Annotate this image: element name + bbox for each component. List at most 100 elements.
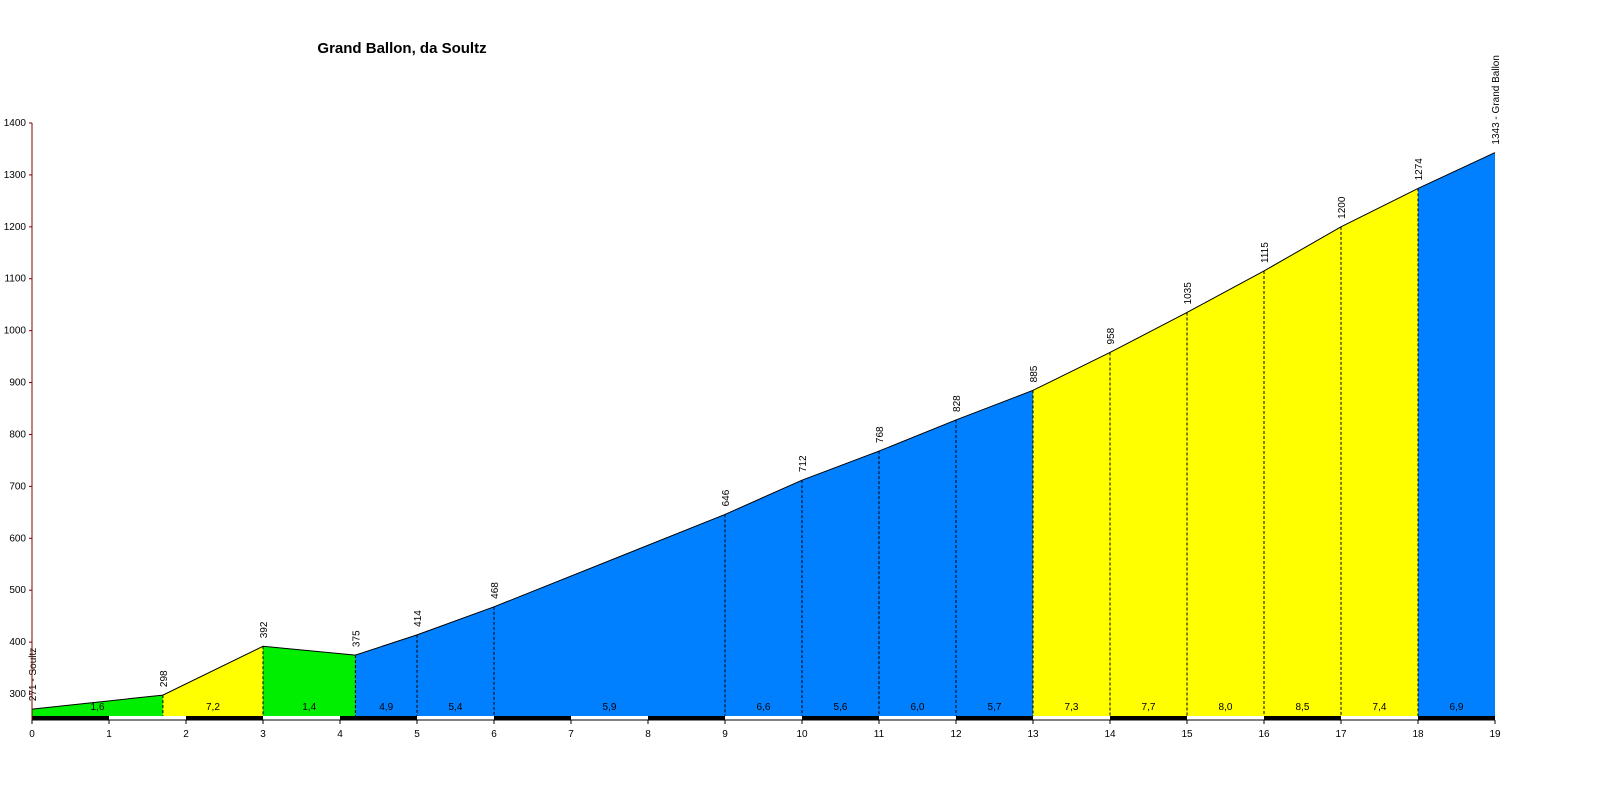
x-tick-label: 17 [1335, 729, 1347, 740]
grade-label: 7,2 [206, 702, 220, 713]
y-tick-label: 700 [9, 481, 26, 492]
profile-segment [725, 480, 802, 720]
x-tick-label: 12 [950, 729, 962, 740]
elevation-label: 958 [1106, 327, 1117, 344]
km-stripe [725, 716, 802, 720]
grade-label: 1,6 [90, 702, 104, 713]
x-tick-label: 8 [645, 729, 651, 740]
km-stripe [263, 716, 340, 720]
profile-segment [263, 646, 356, 720]
km-stripe [32, 716, 109, 720]
profile-line [31, 152, 1496, 710]
km-stripe [1187, 716, 1264, 720]
elevation-label: 828 [952, 395, 963, 412]
y-tick-label: 1100 [4, 274, 26, 285]
grade-label: 1,4 [302, 702, 316, 713]
elevation-label: 712 [798, 455, 809, 472]
elevation-label: 646 [721, 489, 732, 506]
y-tick-label: 1200 [4, 222, 27, 233]
km-stripe [1418, 716, 1495, 720]
elevation-label: 768 [875, 426, 886, 443]
profile-segment [879, 419, 956, 720]
elevation-label: 1274 [1414, 158, 1425, 181]
profile-segment [1033, 352, 1110, 720]
x-tick-label: 14 [1104, 729, 1116, 740]
profile-segment [1110, 312, 1187, 720]
profile-segment [802, 451, 879, 720]
elevation-label: 1115 [1260, 242, 1271, 263]
km-stripe [648, 716, 725, 720]
profile-segment [355, 634, 417, 720]
elevation-label: 375 [351, 630, 362, 647]
km-stripe [417, 716, 494, 720]
y-tick-label: 500 [9, 585, 26, 596]
x-tick-label: 9 [722, 729, 728, 740]
elevation-label: 271 - Soultz [28, 648, 39, 701]
grade-label: 6,6 [757, 702, 771, 713]
grade-label: 5,4 [449, 702, 463, 713]
grade-label: 7,7 [1142, 702, 1156, 713]
profile-segment [417, 606, 494, 720]
y-tick-label: 600 [9, 533, 26, 544]
km-stripe [109, 716, 186, 720]
grade-label: 6,9 [1450, 702, 1464, 713]
elevation-label: 414 [413, 610, 424, 627]
x-tick-label: 1 [106, 729, 112, 740]
y-tick-label: 900 [9, 378, 26, 389]
y-tick-label: 1000 [4, 326, 27, 337]
grade-label: 8,5 [1296, 702, 1310, 713]
y-tick-label: 1400 [4, 118, 27, 129]
grade-label: 7,4 [1373, 702, 1387, 713]
x-tick-label: 16 [1258, 729, 1270, 740]
profile-segment [956, 390, 1033, 720]
grade-label: 5,6 [834, 702, 848, 713]
km-stripe [340, 716, 417, 720]
grade-label: 5,7 [988, 702, 1002, 713]
km-stripe [186, 716, 263, 720]
x-tick-label: 15 [1181, 729, 1193, 740]
x-tick-label: 6 [491, 729, 497, 740]
profile-segment [1264, 226, 1341, 720]
km-stripe [1264, 716, 1341, 720]
x-tick-label: 4 [337, 729, 343, 740]
grade-label: 7,3 [1065, 702, 1079, 713]
grade-label: 4,9 [379, 702, 393, 713]
x-tick-label: 2 [183, 729, 189, 740]
profile-segment [1341, 188, 1418, 721]
grade-label: 8,0 [1219, 702, 1233, 713]
km-stripe [571, 716, 648, 720]
profile-segment [1418, 152, 1495, 720]
km-stripe [956, 716, 1033, 720]
km-stripe [1341, 716, 1418, 720]
km-stripe [1033, 716, 1110, 720]
profile-segment [1187, 270, 1264, 720]
y-tick-label: 1300 [4, 170, 27, 181]
km-stripe [879, 716, 956, 720]
grade-label: 6,0 [911, 702, 925, 713]
x-tick-label: 0 [29, 729, 35, 740]
x-tick-label: 3 [260, 729, 266, 740]
x-tick-label: 13 [1027, 729, 1039, 740]
elevation-label: 1343 - Grand Ballon [1491, 55, 1502, 145]
elevation-label: 885 [1029, 365, 1040, 382]
profile-segment [32, 695, 163, 720]
grade-label: 5,9 [603, 702, 617, 713]
elevation-label: 468 [490, 582, 501, 599]
elevation-label: 298 [159, 670, 170, 687]
y-tick-label: 400 [9, 637, 26, 648]
km-stripe [802, 716, 879, 720]
x-tick-label: 19 [1489, 729, 1501, 740]
km-stripe [1110, 716, 1187, 720]
elevation-label: 1200 [1337, 196, 1348, 219]
chart-title: Grand Ballon, da Soultz [317, 40, 486, 57]
elevation-label: 392 [259, 621, 270, 638]
y-tick-label: 800 [9, 429, 26, 440]
km-stripe [494, 716, 571, 720]
elevation-label: 1035 [1183, 282, 1194, 305]
profile-segment [494, 514, 725, 720]
x-tick-label: 10 [796, 729, 808, 740]
profile-segment [162, 646, 263, 720]
x-tick-label: 7 [568, 729, 574, 740]
x-tick-label: 18 [1412, 729, 1424, 740]
